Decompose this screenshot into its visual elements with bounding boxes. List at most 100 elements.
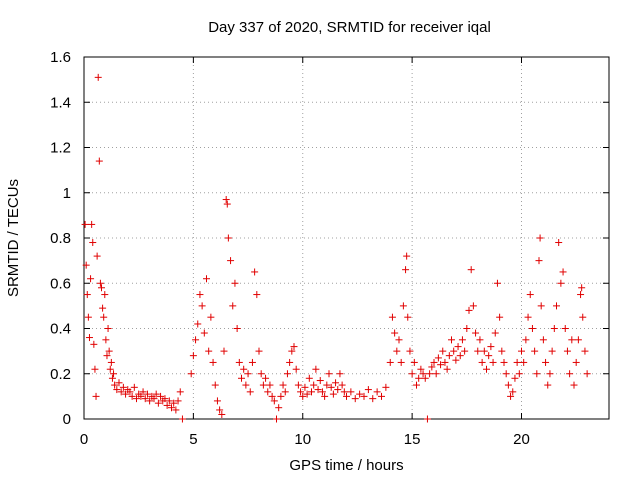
- data-point: [432, 370, 440, 378]
- data-point: [107, 358, 115, 366]
- data-point: [157, 392, 165, 400]
- data-point: [218, 410, 226, 418]
- data-point: [286, 358, 294, 366]
- data-point: [82, 261, 90, 269]
- data-point: [360, 392, 368, 400]
- data-point: [452, 356, 460, 364]
- data-point: [176, 388, 184, 396]
- data-point: [463, 325, 471, 332]
- data-point: [578, 284, 586, 292]
- data-point: [542, 358, 550, 366]
- data-point: [106, 365, 114, 373]
- y-tick-label: 0.6: [50, 275, 71, 292]
- data-point: [310, 381, 318, 389]
- data-point: [502, 370, 510, 378]
- data-point: [246, 388, 254, 396]
- data-point: [485, 352, 493, 360]
- y-tick-label: 1.4: [50, 94, 71, 111]
- data-point: [476, 336, 484, 344]
- data-point: [500, 358, 508, 366]
- data-point: [487, 343, 495, 351]
- y-axis-label: SRMTID / TECUs: [5, 179, 22, 297]
- data-point: [223, 200, 231, 208]
- data-point: [270, 397, 278, 405]
- data-point: [119, 383, 127, 391]
- data-point: [290, 343, 298, 351]
- data-point: [305, 374, 313, 382]
- data-point: [480, 347, 488, 355]
- data-point: [496, 313, 504, 321]
- data-point: [105, 347, 113, 355]
- data-point: [85, 334, 93, 342]
- data-point: [338, 381, 346, 389]
- data-point: [90, 340, 98, 348]
- grid-layer: [84, 57, 609, 419]
- data-point: [238, 374, 245, 382]
- points-layer: [81, 73, 591, 423]
- data-point: [224, 234, 232, 242]
- data-point: [143, 390, 151, 398]
- data-point: [222, 196, 230, 204]
- data-point: [297, 388, 305, 396]
- data-point: [518, 347, 525, 355]
- data-point: [537, 302, 545, 310]
- data-point: [248, 358, 256, 366]
- data-point: [141, 395, 149, 403]
- data-point: [531, 347, 539, 355]
- data-point: [443, 365, 451, 373]
- data-point: [430, 358, 438, 366]
- data-point: [469, 302, 477, 310]
- y-tick-label: 1.6: [50, 49, 71, 66]
- data-point: [417, 365, 425, 373]
- data-point: [209, 358, 217, 366]
- data-point: [535, 257, 543, 265]
- data-point: [439, 347, 447, 355]
- data-point: [448, 336, 455, 344]
- data-point: [526, 291, 534, 299]
- data-point: [281, 388, 289, 396]
- data-point: [369, 395, 377, 403]
- data-point: [314, 386, 322, 394]
- data-point: [94, 73, 102, 81]
- data-point: [539, 336, 547, 344]
- data-point: [504, 381, 512, 389]
- data-point: [536, 234, 544, 242]
- data-point: [474, 347, 482, 355]
- data-point: [133, 395, 140, 403]
- data-point: [327, 383, 335, 391]
- data-point: [318, 388, 326, 396]
- data-point: [231, 279, 239, 287]
- y-tick-label: 0: [63, 411, 71, 428]
- data-point: [98, 284, 105, 292]
- data-point: [343, 392, 350, 400]
- data-point: [84, 313, 92, 321]
- data-point: [522, 336, 530, 344]
- data-point: [404, 313, 412, 321]
- data-point: [415, 374, 423, 382]
- data-point: [205, 347, 213, 355]
- data-point: [467, 266, 475, 274]
- data-point: [150, 395, 158, 403]
- y-tick-label: 1: [63, 185, 71, 202]
- data-point: [513, 358, 521, 366]
- data-point: [325, 370, 333, 378]
- data-point: [279, 381, 287, 389]
- data-point: [104, 325, 112, 332]
- data-point: [172, 406, 180, 414]
- x-tick-label: 0: [80, 431, 88, 448]
- data-point: [255, 347, 263, 355]
- data-point: [557, 279, 565, 287]
- data-point: [563, 347, 571, 355]
- data-point: [570, 381, 578, 389]
- data-point: [110, 370, 118, 378]
- data-point: [461, 347, 469, 355]
- data-point: [253, 291, 261, 299]
- data-point: [391, 329, 399, 337]
- data-point: [273, 415, 280, 423]
- data-point: [393, 347, 401, 355]
- data-point: [229, 302, 237, 310]
- data-point: [275, 404, 283, 412]
- data-point: [421, 374, 429, 382]
- data-point: [178, 415, 186, 423]
